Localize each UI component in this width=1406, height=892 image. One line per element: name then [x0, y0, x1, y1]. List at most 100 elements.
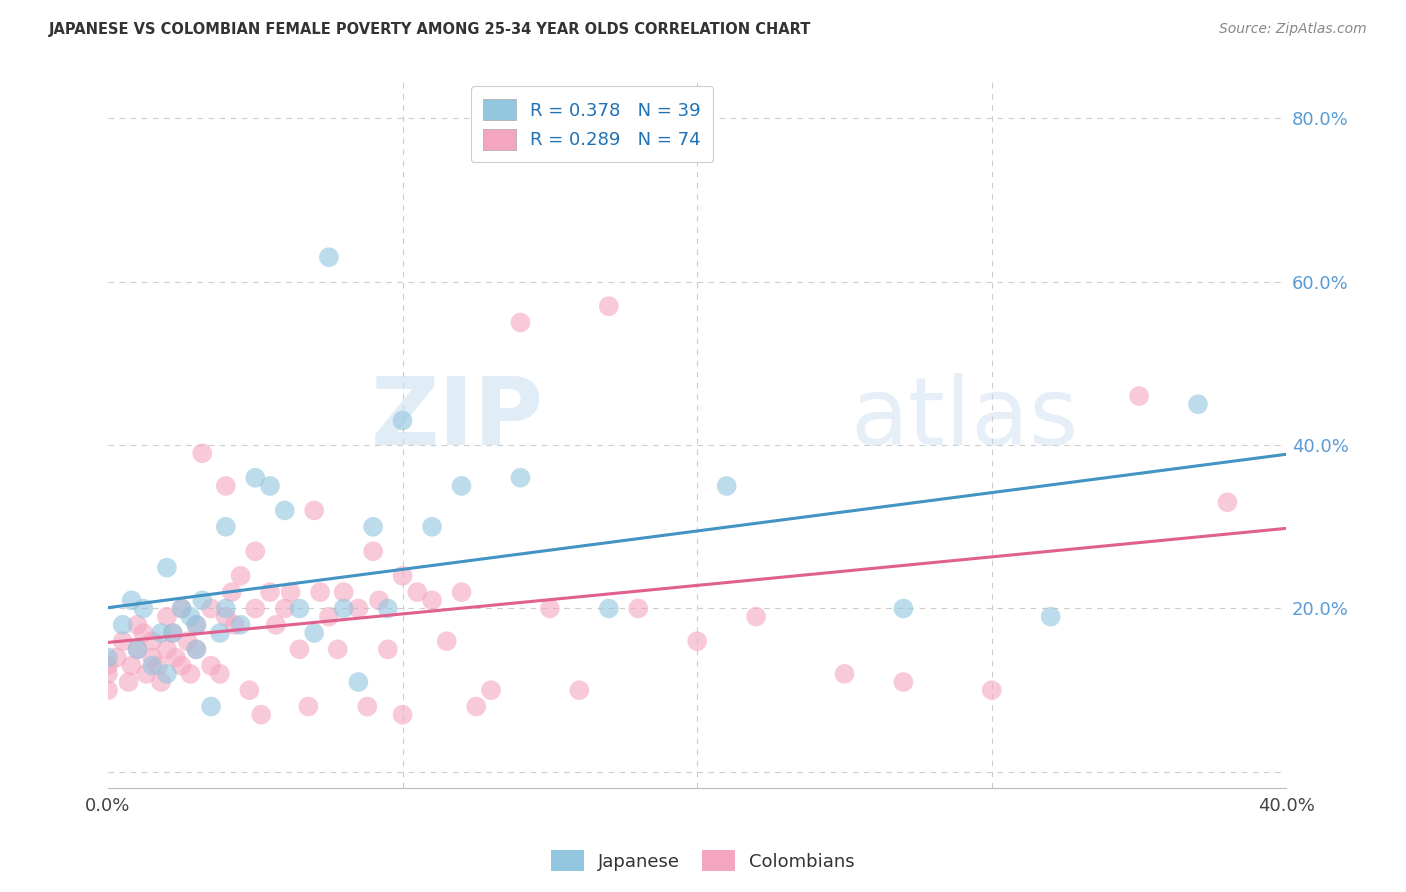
- Point: [274, 601, 297, 615]
- Point: [893, 601, 915, 615]
- Point: [318, 250, 340, 264]
- Point: [170, 601, 193, 615]
- Point: [274, 503, 297, 517]
- Point: [132, 601, 155, 615]
- Point: [297, 699, 319, 714]
- Point: [165, 650, 187, 665]
- Point: [479, 683, 502, 698]
- Point: [332, 601, 354, 615]
- Point: [361, 544, 384, 558]
- Point: [127, 642, 149, 657]
- Point: [111, 617, 134, 632]
- Point: [229, 617, 252, 632]
- Point: [361, 520, 384, 534]
- Point: [224, 617, 246, 632]
- Point: [716, 479, 738, 493]
- Point: [368, 593, 391, 607]
- Point: [97, 658, 120, 673]
- Point: [141, 634, 163, 648]
- Point: [450, 585, 472, 599]
- Point: [170, 601, 193, 615]
- Point: [186, 617, 208, 632]
- Text: atlas: atlas: [851, 373, 1078, 465]
- Point: [834, 666, 856, 681]
- Point: [259, 479, 281, 493]
- Point: [162, 626, 184, 640]
- Point: [141, 650, 163, 665]
- Point: [1039, 609, 1062, 624]
- Text: Source: ZipAtlas.com: Source: ZipAtlas.com: [1219, 22, 1367, 37]
- Point: [302, 626, 325, 640]
- Point: [179, 666, 201, 681]
- Point: [302, 503, 325, 517]
- Point: [215, 601, 238, 615]
- Point: [377, 601, 399, 615]
- Point: [1216, 495, 1239, 509]
- Text: ZIP: ZIP: [371, 373, 544, 465]
- Point: [121, 593, 143, 607]
- Point: [127, 617, 149, 632]
- Point: [117, 675, 139, 690]
- Point: [191, 593, 214, 607]
- Point: [326, 642, 349, 657]
- Point: [208, 666, 231, 681]
- Point: [191, 446, 214, 460]
- Point: [420, 593, 443, 607]
- Point: [111, 634, 134, 648]
- Point: [264, 617, 287, 632]
- Point: [1128, 389, 1150, 403]
- Point: [245, 471, 267, 485]
- Point: [309, 585, 332, 599]
- Point: [146, 658, 169, 673]
- Point: [200, 699, 222, 714]
- Point: [176, 634, 198, 648]
- Point: [318, 609, 340, 624]
- Point: [391, 414, 413, 428]
- Point: [745, 609, 768, 624]
- Point: [450, 479, 472, 493]
- Point: [509, 471, 531, 485]
- Point: [250, 707, 273, 722]
- Point: [215, 479, 238, 493]
- Point: [509, 316, 531, 330]
- Point: [347, 675, 370, 690]
- Point: [221, 585, 243, 599]
- Point: [97, 650, 120, 665]
- Point: [391, 569, 413, 583]
- Point: [391, 707, 413, 722]
- Point: [156, 609, 179, 624]
- Point: [627, 601, 650, 615]
- Point: [238, 683, 260, 698]
- Point: [229, 569, 252, 583]
- Legend: Japanese, Colombians: Japanese, Colombians: [544, 843, 862, 879]
- Text: JAPANESE VS COLOMBIAN FEMALE POVERTY AMONG 25-34 YEAR OLDS CORRELATION CHART: JAPANESE VS COLOMBIAN FEMALE POVERTY AMO…: [49, 22, 811, 37]
- Point: [377, 642, 399, 657]
- Point: [186, 642, 208, 657]
- Point: [420, 520, 443, 534]
- Point: [980, 683, 1002, 698]
- Point: [598, 299, 620, 313]
- Point: [135, 666, 157, 681]
- Point: [105, 650, 128, 665]
- Point: [200, 601, 222, 615]
- Point: [538, 601, 561, 615]
- Point: [97, 666, 120, 681]
- Point: [280, 585, 302, 599]
- Point: [356, 699, 378, 714]
- Point: [598, 601, 620, 615]
- Point: [259, 585, 281, 599]
- Point: [179, 609, 201, 624]
- Point: [200, 658, 222, 673]
- Point: [141, 658, 163, 673]
- Point: [245, 601, 267, 615]
- Point: [156, 642, 179, 657]
- Point: [436, 634, 458, 648]
- Legend: R = 0.378   N = 39, R = 0.289   N = 74: R = 0.378 N = 39, R = 0.289 N = 74: [471, 87, 713, 162]
- Point: [162, 626, 184, 640]
- Point: [97, 683, 120, 698]
- Point: [465, 699, 488, 714]
- Point: [686, 634, 709, 648]
- Point: [332, 585, 354, 599]
- Point: [215, 520, 238, 534]
- Point: [170, 658, 193, 673]
